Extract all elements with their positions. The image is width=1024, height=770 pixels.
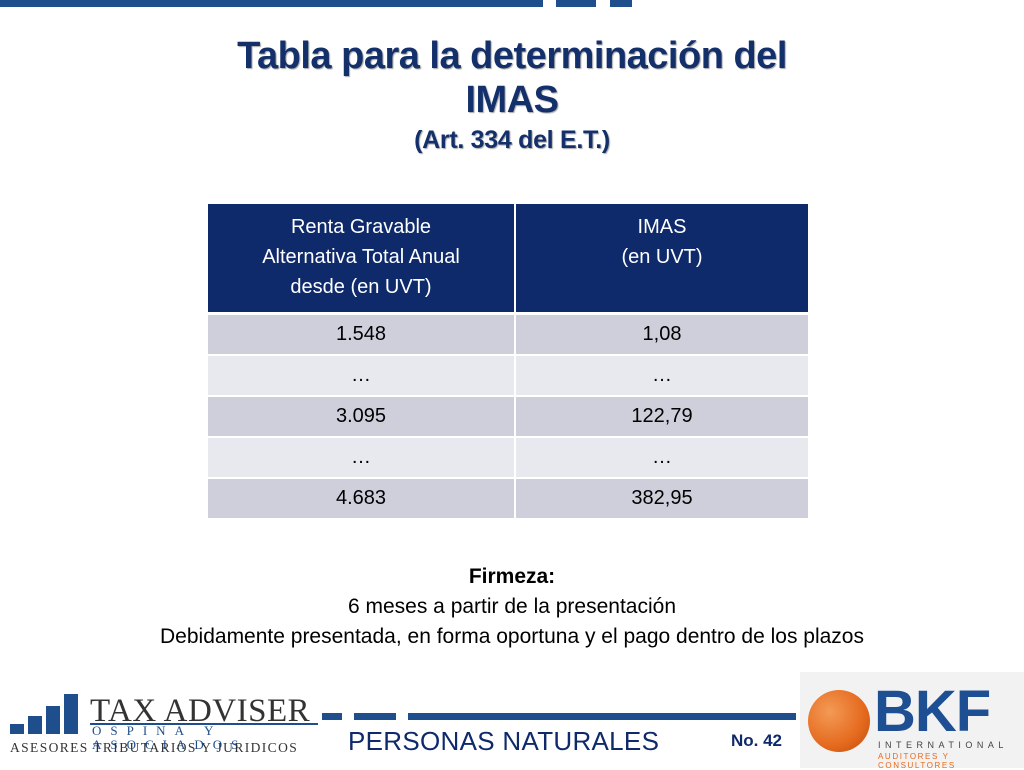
table-row: … …	[208, 438, 808, 479]
bar-chart-icon	[10, 694, 82, 734]
header-renta-gravable: Renta Gravable Alternativa Total Anual d…	[208, 204, 516, 315]
table-cell: 122,79	[516, 397, 808, 438]
header-text: (en UVT)	[621, 246, 703, 268]
header-text: IMAS	[637, 216, 687, 238]
table-cell: …	[208, 438, 516, 479]
bkf-international: INTERNATIONAL	[878, 740, 1008, 750]
top-decor-bar-small	[556, 0, 596, 7]
slide-title-line1: Tabla para la determinación del	[237, 35, 787, 77]
header-text: Renta Gravable	[290, 216, 432, 238]
table-cell: 4.683	[208, 479, 516, 520]
table-row: 4.683 382,95	[208, 479, 808, 520]
firmeza-line2: Debidamente presentada, en forma oportun…	[160, 625, 864, 648]
table-header-row: Renta Gravable Alternativa Total Anual d…	[208, 204, 808, 315]
globe-icon	[808, 690, 870, 752]
header-imas: IMAS (en UVT)	[516, 204, 808, 315]
imas-table: Renta Gravable Alternativa Total Anual d…	[208, 204, 808, 520]
tax-adviser-logo: TAX ADVISER OSPINA Y ASOCIADOS ASESORES …	[10, 694, 320, 760]
table-cell: …	[208, 356, 516, 397]
header-text: desde (en UVT)	[290, 276, 432, 298]
top-decor-bar	[0, 0, 543, 7]
table-row: 3.095 122,79	[208, 397, 808, 438]
footer-decor-bar	[354, 713, 396, 720]
table-cell: …	[516, 356, 808, 397]
page-number: No. 42	[731, 731, 783, 750]
tax-adviser-name: TAX ADVISER	[90, 693, 311, 729]
firmeza-label: Firmeza:	[468, 565, 556, 588]
table-cell: 1.548	[208, 315, 516, 356]
tax-adviser-sub: OSPINA Y ASOCIADOS	[92, 723, 248, 752]
footer-decor-bar	[322, 713, 342, 720]
table-cell: 3.095	[208, 397, 516, 438]
footer-decor-bar	[408, 713, 796, 720]
bkf-tagline: AUDITORES Y CONSULTORES	[878, 752, 956, 770]
footer-section-title: PERSONAS NATURALES	[348, 726, 660, 756]
bkf-logo: BKF INTERNATIONAL AUDITORES Y CONSULTORE…	[800, 672, 1024, 770]
table-cell: 382,95	[516, 479, 808, 520]
bkf-name: BKF	[874, 679, 991, 744]
firmeza-block: Firmeza: 6 meses a partir de la presenta…	[0, 562, 1024, 652]
slide-subtitle: (Art. 334 del E.T.)	[414, 126, 610, 154]
table-cell: 1,08	[516, 315, 808, 356]
firmeza-line1: 6 meses a partir de la presentación	[347, 595, 676, 618]
header-text: Alternativa Total Anual	[262, 246, 460, 268]
table-row: … …	[208, 356, 808, 397]
table-row: 1.548 1,08	[208, 315, 808, 356]
table-cell: …	[516, 438, 808, 479]
logo-divider	[90, 723, 318, 725]
top-decor-bar-tiny	[610, 0, 632, 7]
tax-adviser-tagline: ASESORES TRIBUTARIOS Y JURIDICOS	[10, 740, 299, 755]
slide-title-line2: IMAS	[465, 79, 560, 121]
slide-title-block: Tabla para la determinación del IMAS (Ar…	[0, 34, 1024, 155]
